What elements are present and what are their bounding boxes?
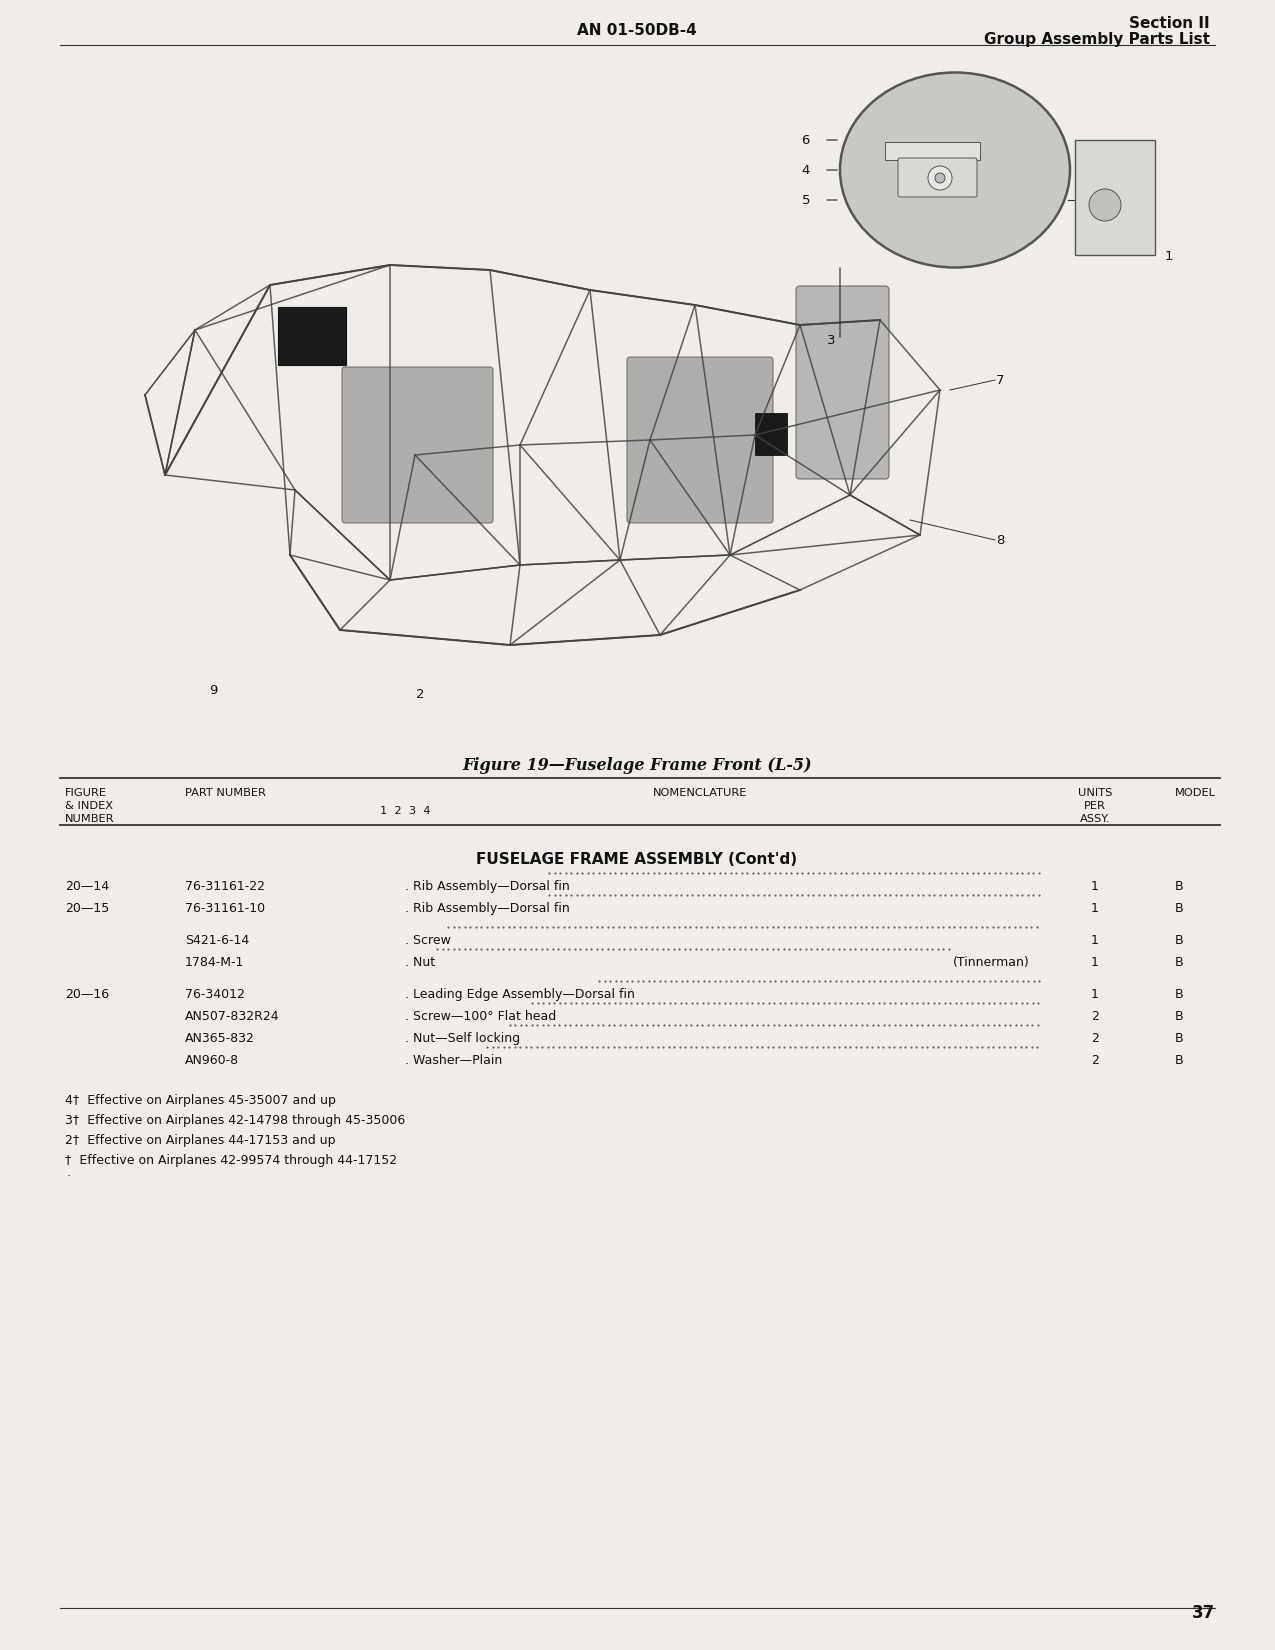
Text: MODEL: MODEL (1176, 789, 1216, 799)
Text: 76-31161-10: 76-31161-10 (185, 903, 265, 916)
Text: 4†  Effective on Airplanes 45-35007 and up: 4† Effective on Airplanes 45-35007 and u… (65, 1094, 335, 1107)
Text: . Leading Edge Assembly—Dorsal fin: . Leading Edge Assembly—Dorsal fin (405, 988, 635, 1002)
Text: B: B (1176, 879, 1183, 893)
Text: B: B (1176, 1054, 1183, 1068)
Text: . Washer—Plain: . Washer—Plain (405, 1054, 502, 1068)
Text: PART NUMBER: PART NUMBER (185, 789, 266, 799)
Text: 1784-M-1: 1784-M-1 (185, 955, 245, 969)
Bar (1075, 140, 1155, 256)
Text: 1: 1 (1165, 251, 1173, 262)
Text: 2: 2 (416, 688, 425, 701)
Text: . Rib Assembly—Dorsal fin: . Rib Assembly—Dorsal fin (405, 879, 570, 893)
Text: AN365-832: AN365-832 (185, 1031, 255, 1044)
Text: FIGURE
& INDEX
NUMBER: FIGURE & INDEX NUMBER (65, 789, 115, 823)
Text: AN960-8: AN960-8 (185, 1054, 240, 1068)
Text: †  Effective on Airplanes 42-99574 through 44-17152: † Effective on Airplanes 42-99574 throug… (65, 1153, 397, 1167)
Text: S421-6-14: S421-6-14 (185, 934, 249, 947)
Text: AN 01-50DB-4: AN 01-50DB-4 (578, 23, 697, 38)
FancyBboxPatch shape (627, 356, 773, 523)
Text: 1  2  3  4: 1 2 3 4 (380, 805, 431, 817)
Text: 3†  Effective on Airplanes 42-14798 through 45-35006: 3† Effective on Airplanes 42-14798 throu… (65, 1114, 405, 1127)
Text: 4: 4 (802, 163, 810, 177)
Text: 1: 1 (1091, 988, 1099, 1002)
Text: 8: 8 (996, 533, 1005, 546)
Text: 5: 5 (802, 193, 810, 206)
Text: Group Assembly Parts List: Group Assembly Parts List (984, 31, 1210, 46)
Text: . Screw—100° Flat head: . Screw—100° Flat head (405, 1010, 556, 1023)
Text: 6: 6 (802, 134, 810, 147)
Text: NOMENCLATURE: NOMENCLATURE (653, 789, 747, 799)
Text: . Rib Assembly—Dorsal fin: . Rib Assembly—Dorsal fin (405, 903, 570, 916)
Circle shape (928, 167, 952, 190)
Text: 20—15: 20—15 (65, 903, 110, 916)
Text: B: B (1176, 1031, 1183, 1044)
Text: B: B (1176, 955, 1183, 969)
Text: B: B (1176, 1010, 1183, 1023)
Text: 20—14: 20—14 (65, 879, 110, 893)
Text: 1: 1 (1091, 879, 1099, 893)
Text: AN507-832R24: AN507-832R24 (185, 1010, 279, 1023)
Text: . Nut—Self locking: . Nut—Self locking (405, 1031, 520, 1044)
Text: 3: 3 (826, 333, 835, 346)
Text: 7: 7 (996, 373, 1005, 386)
Text: (Tinnerman): (Tinnerman) (952, 955, 1030, 969)
Text: . Screw: . Screw (405, 934, 451, 947)
FancyBboxPatch shape (898, 158, 977, 196)
Text: 9: 9 (209, 683, 217, 696)
Text: B: B (1176, 934, 1183, 947)
Bar (755, 412, 787, 455)
Text: 2: 2 (1091, 1054, 1099, 1068)
Text: 37: 37 (1192, 1604, 1215, 1622)
Text: 20—16: 20—16 (65, 988, 110, 1002)
Ellipse shape (840, 73, 1070, 267)
Circle shape (935, 173, 945, 183)
Text: 76-34012: 76-34012 (185, 988, 245, 1002)
FancyBboxPatch shape (796, 285, 889, 478)
Text: 1: 1 (1091, 955, 1099, 969)
Text: Figure 19—Fuselage Frame Front (L-5): Figure 19—Fuselage Frame Front (L-5) (462, 757, 812, 774)
FancyBboxPatch shape (342, 366, 493, 523)
Text: 1: 1 (1091, 934, 1099, 947)
Text: FUSELAGE FRAME ASSEMBLY (Cont'd): FUSELAGE FRAME ASSEMBLY (Cont'd) (477, 851, 798, 866)
Text: 76-31161-22: 76-31161-22 (185, 879, 265, 893)
Text: 2: 2 (1091, 1010, 1099, 1023)
Circle shape (1089, 190, 1121, 221)
Text: Section II: Section II (1130, 16, 1210, 31)
Text: 2†  Effective on Airplanes 44-17153 and up: 2† Effective on Airplanes 44-17153 and u… (65, 1134, 335, 1147)
Bar (885, 142, 980, 160)
Text: . Nut: . Nut (405, 955, 435, 969)
Text: ˙: ˙ (65, 1175, 71, 1186)
Text: 2: 2 (1091, 1031, 1099, 1044)
Text: UNITS
PER
ASSY.: UNITS PER ASSY. (1077, 789, 1112, 823)
Text: B: B (1176, 903, 1183, 916)
Bar (278, 307, 346, 365)
Text: B: B (1176, 988, 1183, 1002)
Text: 1: 1 (1091, 903, 1099, 916)
